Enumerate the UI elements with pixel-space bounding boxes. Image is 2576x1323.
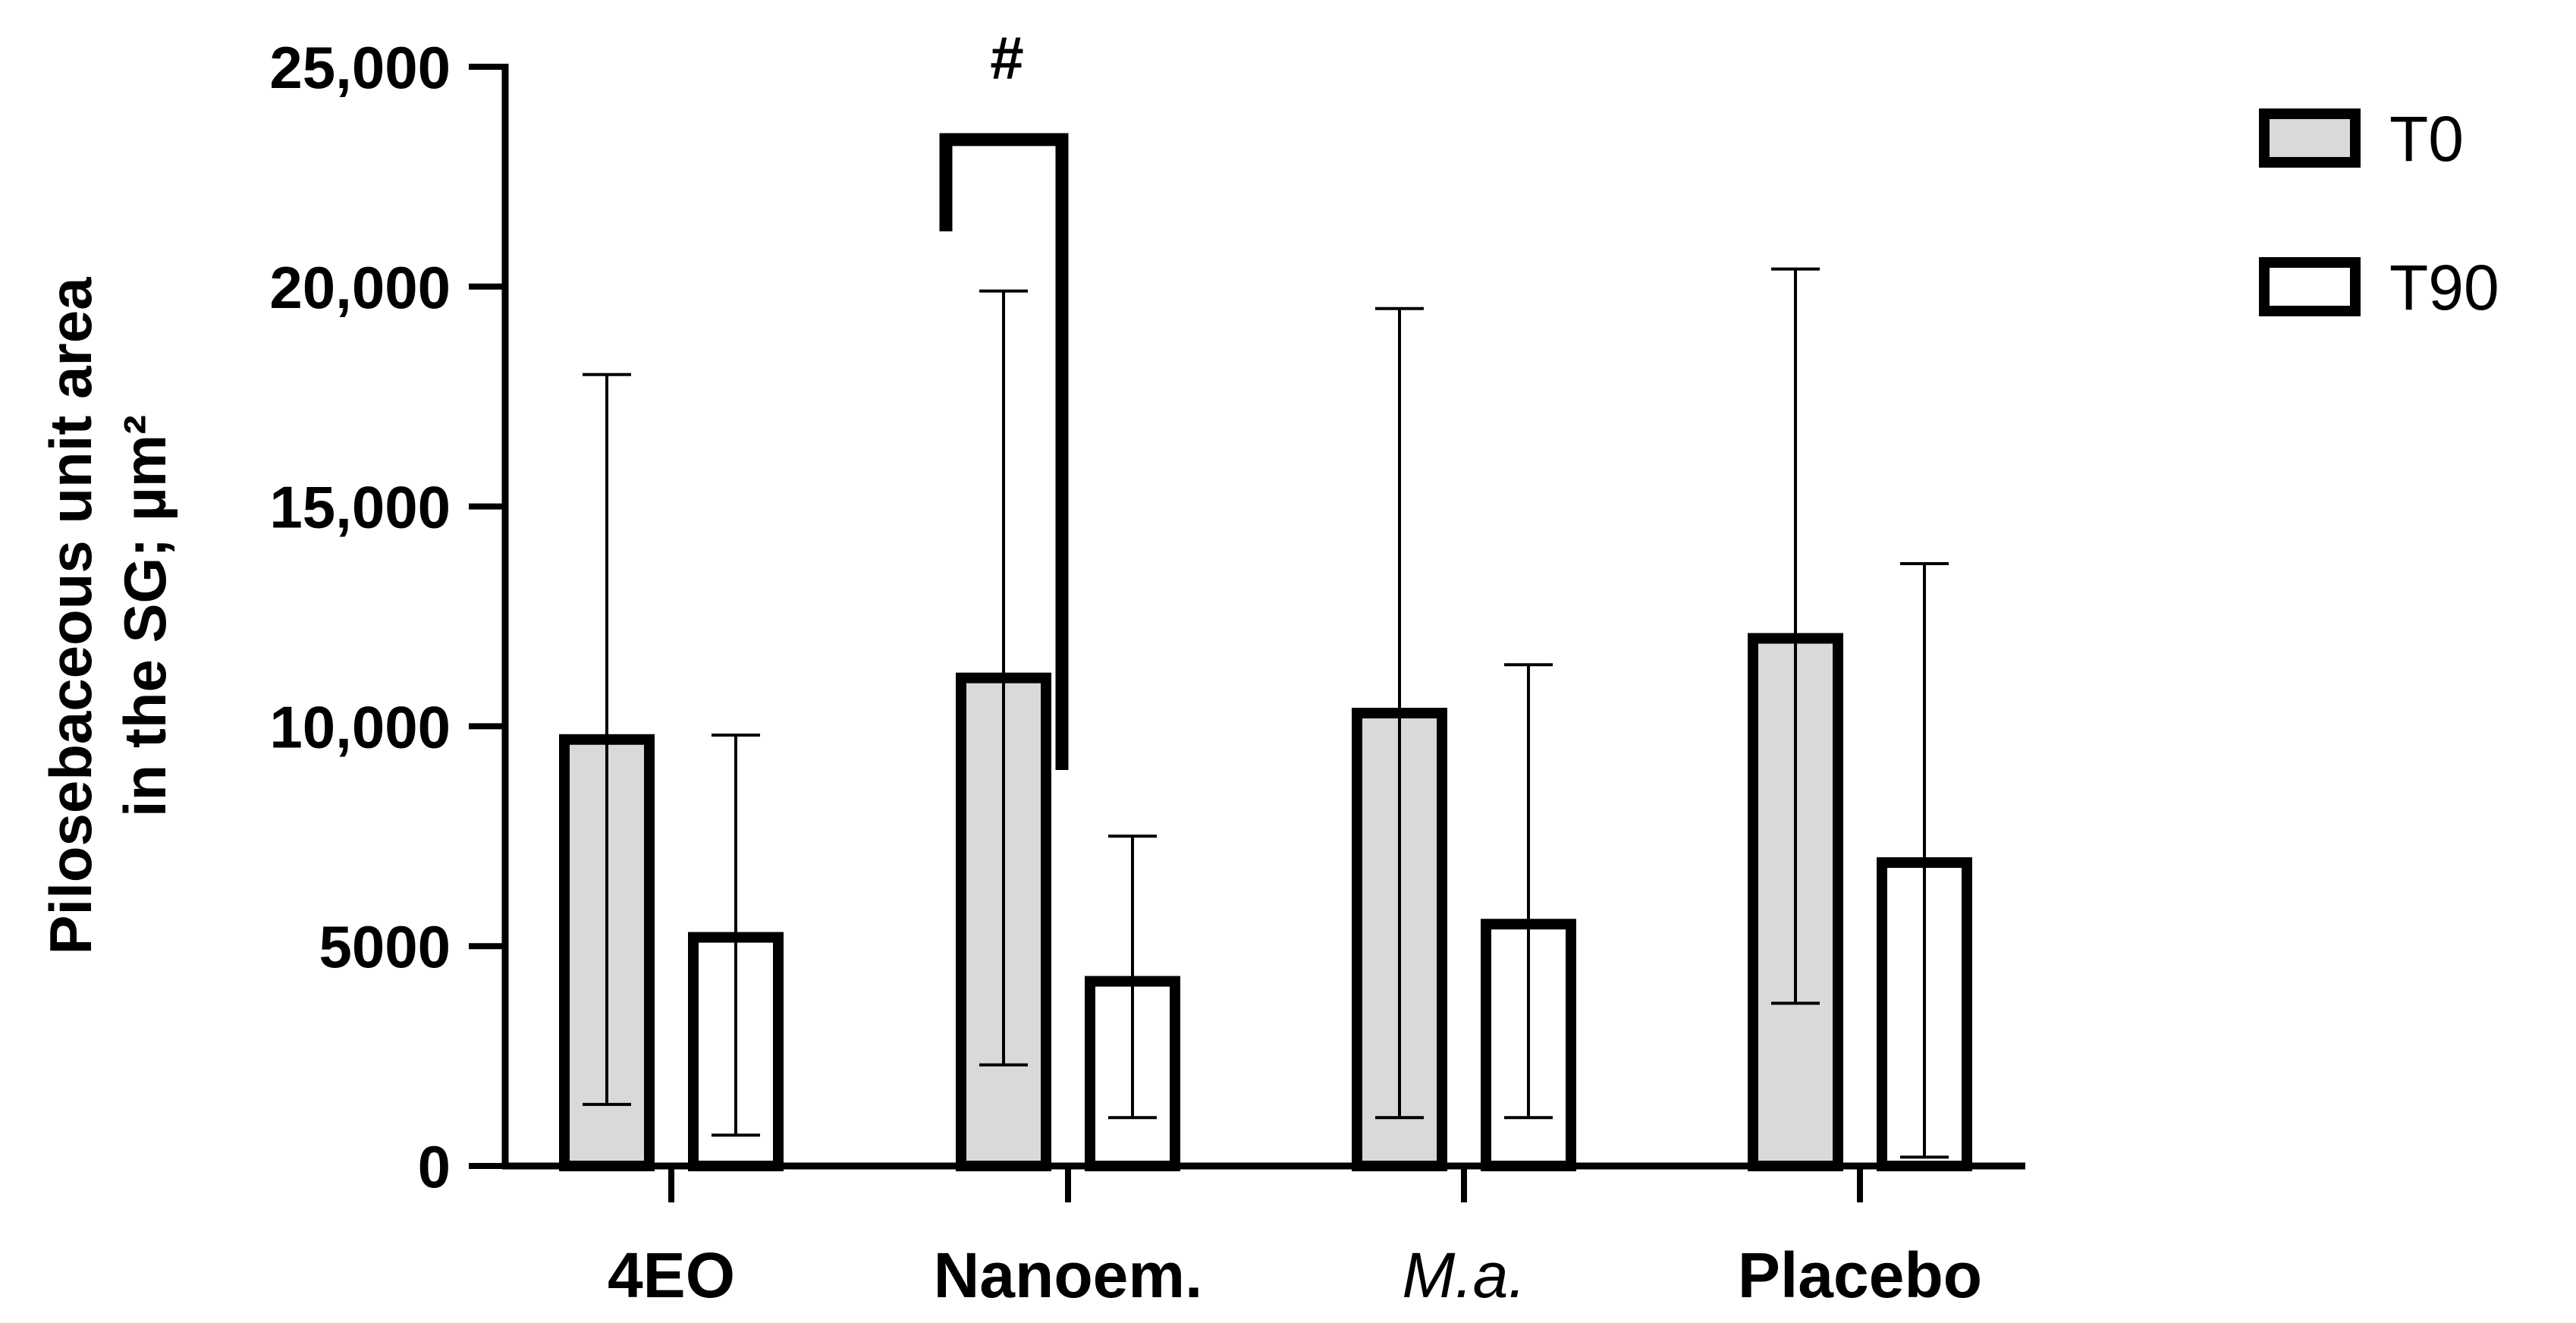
y-tick-label: 25,000 bbox=[269, 34, 451, 101]
x-category-label: M.a. bbox=[1402, 1240, 1525, 1311]
y-tick-label: 20,000 bbox=[269, 254, 451, 321]
y-tick-label: 10,000 bbox=[269, 693, 451, 760]
significance-symbol: # bbox=[990, 24, 1024, 92]
y-axis-title-line: Pilosebaceous unit area bbox=[37, 277, 104, 955]
legend-swatch-t0 bbox=[2259, 108, 2361, 168]
significance-annotation: # bbox=[939, 24, 1069, 770]
bars bbox=[559, 633, 1972, 1172]
x-category-label: Placebo bbox=[1738, 1240, 1982, 1311]
legend-swatch-t90 bbox=[2259, 257, 2361, 316]
y-tick-label: 15,000 bbox=[269, 474, 451, 541]
legend: T0 T90 bbox=[2259, 103, 2499, 323]
y-axis-title: Pilosebaceous unit area in the SG; µm² bbox=[37, 277, 178, 955]
x-category-label: 4EO bbox=[608, 1240, 735, 1311]
significance-bracket bbox=[939, 133, 1069, 770]
x-category-label: Nanoem. bbox=[934, 1240, 1203, 1311]
legend-label-t0: T0 bbox=[2389, 103, 2464, 174]
legend-label-t90: T90 bbox=[2389, 252, 2499, 323]
y-axis-title-line: in the SG; µm² bbox=[112, 415, 178, 817]
y-tick-label: 5000 bbox=[319, 913, 451, 980]
y-tick-label: 0 bbox=[418, 1133, 451, 1200]
x-axis: 4EO Nanoem. M.a. Placebo bbox=[502, 1162, 2025, 1311]
error-bars bbox=[583, 267, 1949, 1159]
y-axis: 0 5000 10,000 15,000 20,000 25,000 bbox=[269, 34, 509, 1200]
